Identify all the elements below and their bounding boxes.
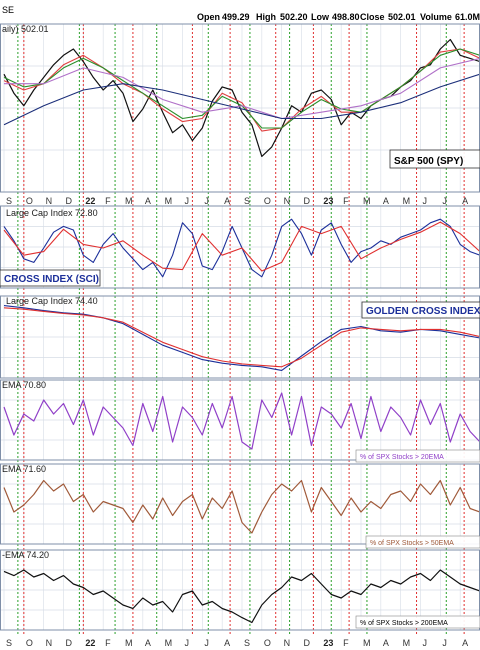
legend-box-pct50 [365, 535, 480, 549]
x-tick-label: N [284, 196, 291, 206]
series-golden-signal [3, 307, 480, 368]
x-tick-label: M [403, 638, 411, 648]
x-tick-label: A [462, 638, 468, 648]
quote-header: SE Open 499.29 High 502.20 Low 498.80 Cl… [2, 5, 480, 22]
open-label: Open [197, 12, 220, 22]
high-value: 502.20 [280, 12, 308, 22]
panel-label-sci: Large Cap Index 72.80 [6, 208, 98, 218]
panel-label-pct200: -EMA 74.20 [2, 550, 49, 560]
x-tick-label: S [6, 638, 12, 648]
x-tick-label: D [304, 638, 311, 648]
legend-text-pct200: % of SPX Stocks > 200EMA [360, 620, 448, 627]
low-label: Low [311, 12, 330, 22]
x-tick-label: J [185, 196, 190, 206]
legend-box-pct20 [355, 449, 480, 463]
x-tick-label: 22 [85, 638, 95, 648]
legend-text-price: S&P 500 (SPY) [394, 156, 463, 167]
x-tick-label: M [363, 196, 371, 206]
series-price-ma-purple [4, 57, 480, 120]
x-tick-label: M [403, 196, 411, 206]
x-tick-label: A [224, 196, 230, 206]
series-pct50-pct50 [3, 479, 480, 534]
x-tick-label: A [383, 196, 389, 206]
vline-layer [17, 24, 465, 636]
series-sci-signal [3, 221, 480, 272]
x-tick-label: A [145, 196, 151, 206]
x-tick-label: 23 [323, 638, 333, 648]
series-pct200-pct200 [3, 569, 480, 624]
x-tick-label: D [304, 196, 311, 206]
x-tick-label: S [244, 638, 250, 648]
x-tick-label: J [442, 638, 447, 648]
x-tick-label: 23 [323, 196, 333, 206]
x-tick-label: O [26, 196, 33, 206]
x-tick-label: O [264, 638, 271, 648]
x-tick-label: S [6, 196, 12, 206]
x-tick-label: M [125, 196, 133, 206]
series-golden-gci [3, 305, 480, 371]
x-tick-label: J [204, 196, 209, 206]
x-tick-label: J [204, 638, 209, 648]
x-tick-label: N [284, 638, 291, 648]
x-tick-label: A [383, 638, 389, 648]
x-tick-label: J [185, 638, 190, 648]
grid-layer [0, 24, 480, 630]
x-tick-label: S [244, 196, 250, 206]
x-tick-label: F [343, 638, 349, 648]
high-label: High [256, 12, 276, 22]
x-tick-label: N [46, 638, 53, 648]
x-tick-label: J [423, 196, 428, 206]
x-tick-label: M [125, 638, 133, 648]
x-tick-label: A [224, 638, 230, 648]
open-value: 499.29 [222, 12, 250, 22]
close-value: 502.01 [388, 12, 416, 22]
legend-text-golden: GOLDEN CROSS INDEX (G [366, 306, 480, 317]
legend-box-pct200 [355, 615, 480, 629]
volume-label: Volume [420, 12, 452, 22]
legend-text-pct50: % of SPX Stocks > 50EMA [370, 540, 454, 547]
series-layer [3, 38, 480, 624]
low-value: 498.80 [332, 12, 360, 22]
panel-label-golden: Large Cap Index 74.40 [6, 296, 98, 306]
x-tick-label: F [105, 638, 111, 648]
x-tick-label: J [442, 196, 447, 206]
legend-text-pct20: % of SPX Stocks > 20EMA [360, 454, 444, 461]
x-tick-label: M [165, 196, 173, 206]
symbol-fragment: SE [2, 5, 14, 15]
legend-box-price [389, 149, 480, 169]
x-tick-label: D [66, 196, 73, 206]
x-tick-label: F [105, 196, 111, 206]
panel-label-pct20: EMA 70.80 [2, 380, 46, 390]
x-tick-label: A [145, 638, 151, 648]
legend-box-golden [361, 301, 480, 319]
close-label: Close [360, 12, 385, 22]
x-tick-label: D [66, 638, 73, 648]
volume-value: 61.0M [455, 12, 480, 22]
x-tick-label: A [462, 196, 468, 206]
series-pct20-pct20 [3, 392, 480, 450]
x-tick-label: O [264, 196, 271, 206]
legend-box-sci [0, 269, 101, 287]
x-tick-label: J [423, 638, 428, 648]
panel-label-price: aily) 502.01 [2, 24, 49, 34]
legend-text-sci: CROSS INDEX (SCI) [4, 274, 99, 285]
label-layer: aily) 502.01 S&P 500 (SPY) Large Cap Index… [0, 24, 480, 648]
x-tick-label: N [46, 196, 53, 206]
x-tick-label: F [343, 196, 349, 206]
x-tick-label: O [26, 638, 33, 648]
x-tick-label: M [165, 638, 173, 648]
panel-label-pct50: EMA 71.60 [2, 464, 46, 474]
series-price-ma-navy [3, 73, 480, 126]
x-tick-label: M [363, 638, 371, 648]
x-tick-label: 22 [85, 196, 95, 206]
